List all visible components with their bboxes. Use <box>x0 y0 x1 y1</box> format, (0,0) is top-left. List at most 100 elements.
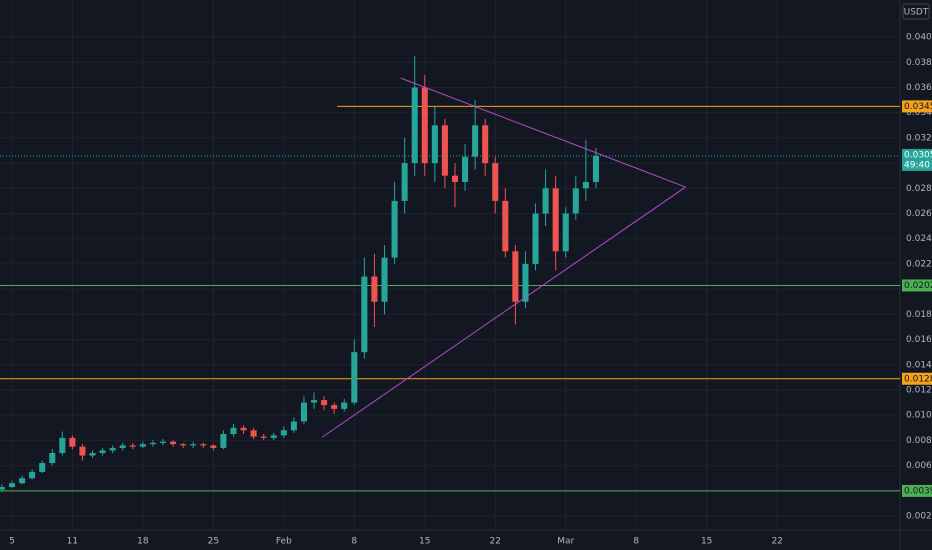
candle-body <box>220 434 227 448</box>
trendline <box>400 77 686 188</box>
level-label: 0.01289 <box>904 374 932 384</box>
y-tick-label: 0.03200 <box>906 133 932 143</box>
candle-body <box>582 182 589 189</box>
candle-body <box>351 352 358 403</box>
candle-body <box>431 125 438 164</box>
candle-body <box>381 257 388 302</box>
candle-body <box>421 87 428 164</box>
candle-body <box>401 163 408 201</box>
y-tick-label: 0.03800 <box>906 58 932 68</box>
candle-body <box>562 213 569 252</box>
x-tick-label: 5 <box>9 537 15 547</box>
level-label-box <box>902 372 932 385</box>
y-tick-label: 0.01000 <box>906 411 932 421</box>
candle-body <box>411 87 418 164</box>
candle-body <box>49 452 56 464</box>
y-tick-label: 0.01800 <box>906 310 932 320</box>
candle-body <box>39 463 46 472</box>
candle-body <box>180 444 187 446</box>
candle-body <box>190 444 197 446</box>
last-price-label: 0.03057 <box>904 150 932 160</box>
x-tick-label: 22 <box>771 537 782 547</box>
candle-body <box>361 276 368 353</box>
candle-body <box>129 445 136 447</box>
candle-body <box>371 276 378 302</box>
y-tick-label: 0.04000 <box>906 33 932 43</box>
candle-body <box>321 400 328 406</box>
candle-body <box>19 478 26 484</box>
candle-body <box>89 452 96 456</box>
candle-body <box>522 263 529 302</box>
candle-body <box>99 450 106 453</box>
x-tick-label: 18 <box>137 537 149 547</box>
y-tick-label: 0.00200 <box>906 512 932 522</box>
y-tick-label: 0.02400 <box>906 234 932 244</box>
candle-body <box>532 213 539 264</box>
candle-body <box>270 435 277 438</box>
y-tick-label: 0.01400 <box>906 360 932 370</box>
candle-body <box>139 444 146 447</box>
y-tick-label: 0.02800 <box>906 184 932 194</box>
candle-body <box>0 487 5 490</box>
x-tick-label: 22 <box>490 537 501 547</box>
currency: USDT <box>904 8 929 18</box>
level-label: 0.03450 <box>904 102 932 112</box>
level-label: 0.00399 <box>904 486 932 496</box>
candle-body <box>300 402 307 422</box>
candle-body <box>391 200 398 258</box>
y-tick-label: 0.03600 <box>906 83 932 93</box>
y-tick-label: 0.02600 <box>906 209 932 219</box>
x-tick-label: 15 <box>701 537 712 547</box>
x-tick-label: Feb <box>276 537 292 547</box>
x-tick-label: 8 <box>351 537 357 547</box>
candle-body <box>472 125 479 157</box>
y-tick-label: 0.02200 <box>906 259 932 269</box>
currency-box <box>902 3 930 20</box>
candle-body <box>451 175 459 183</box>
candle-body <box>59 437 66 453</box>
last-price-box <box>902 148 932 171</box>
x-tick-label: 15 <box>419 537 430 547</box>
candle-body <box>240 427 247 431</box>
candle-body <box>109 447 116 451</box>
candle-body <box>542 188 549 214</box>
candle-body <box>210 445 217 448</box>
level-label: 0.02029 <box>904 281 932 291</box>
candle-body <box>200 444 207 446</box>
candle-body <box>341 402 348 409</box>
candle-body <box>492 163 499 201</box>
candle-body <box>260 436 267 438</box>
candle-body <box>462 156 469 183</box>
x-tick-label: 25 <box>208 537 219 547</box>
x-tick-label: Mar <box>557 537 574 547</box>
candle-body <box>159 441 167 443</box>
candle-body <box>69 437 76 447</box>
y-tick-label: 0.00800 <box>906 436 932 446</box>
y-tick-label: 0.00600 <box>906 461 932 471</box>
level-label-box <box>902 484 932 497</box>
candle-body <box>572 188 579 214</box>
y-tick-label: 0.01200 <box>906 385 932 395</box>
y-tick-label: 0.01600 <box>906 335 932 345</box>
candle-body <box>119 445 126 448</box>
candle-body <box>441 125 448 176</box>
countdown: 49:40 <box>904 160 930 170</box>
candle-body <box>502 200 509 252</box>
candle-body <box>482 125 489 164</box>
candle-body <box>8 483 16 488</box>
candle-body <box>311 400 318 403</box>
y-tick-label: 0.03400 <box>906 108 932 118</box>
x-tick-label: 11 <box>67 537 78 547</box>
candle-body <box>149 442 156 445</box>
candle-body <box>512 251 519 302</box>
trendline <box>321 186 686 438</box>
candle-body <box>290 421 297 431</box>
candle-body <box>592 155 599 183</box>
candle-body <box>250 430 257 437</box>
candle-body <box>280 430 287 436</box>
x-tick-label: 8 <box>633 537 639 547</box>
candle-body <box>170 441 177 445</box>
candle-body <box>29 471 36 479</box>
